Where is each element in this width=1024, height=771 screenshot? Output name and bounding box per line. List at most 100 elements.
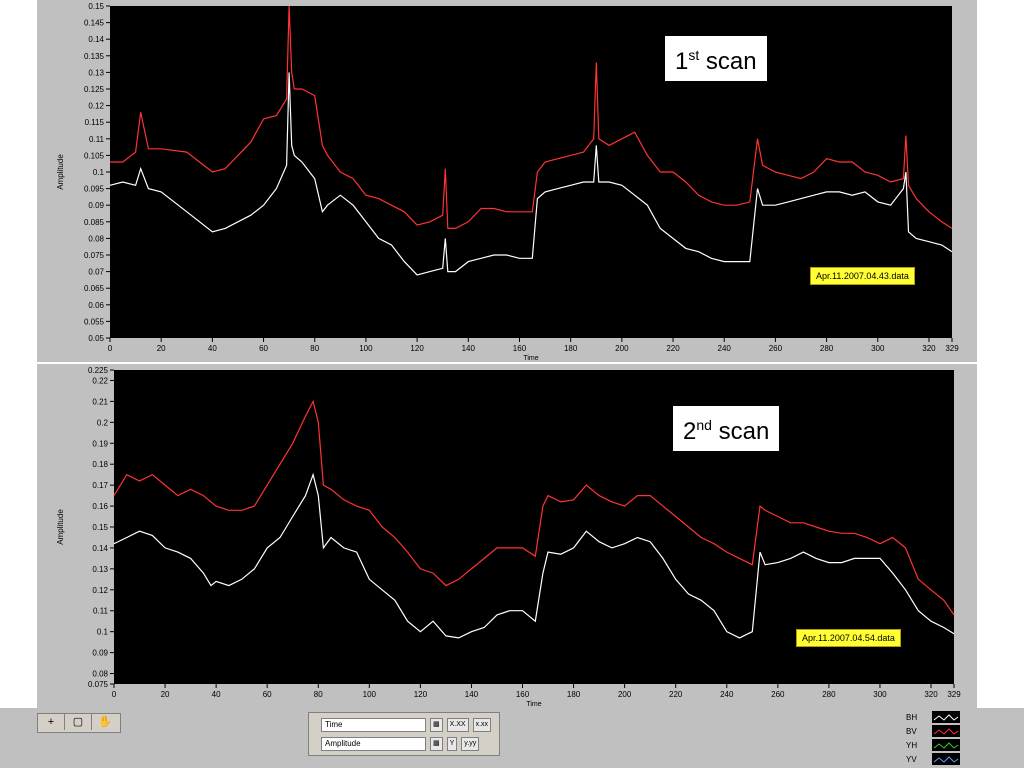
y-tick-label: 0.12 <box>92 586 108 595</box>
y-tick-label: 0.1 <box>97 628 109 637</box>
legend-swatch <box>932 725 960 737</box>
x-tick-label: 320 <box>924 690 938 699</box>
legend-item[interactable]: BH <box>906 710 960 724</box>
y-tick-label: 0.055 <box>84 317 105 326</box>
legend-swatch <box>932 739 960 751</box>
legend-label: YV <box>906 754 917 764</box>
y-lock-icon[interactable]: ▩ <box>430 737 443 751</box>
x-autoscale-button[interactable]: X.XX <box>446 718 469 732</box>
y-tick-label: 0.15 <box>92 523 108 532</box>
y-tick-label: 0.15 <box>88 2 104 11</box>
x-tick-label: 200 <box>618 690 632 699</box>
x-tick-label: 280 <box>820 344 834 353</box>
legend-label: BH <box>906 712 918 722</box>
y-format-button[interactable]: y.yy <box>461 737 480 751</box>
y-tick-label: 0.06 <box>88 301 104 310</box>
y-tick-label: 0.08 <box>88 234 104 243</box>
y-tick-label: 0.08 <box>92 670 108 679</box>
y-tick-label: 0.2 <box>97 418 109 427</box>
x-tick-label: 60 <box>263 690 272 699</box>
x-axis-row: Time ▩ X.XX x.xx <box>321 717 492 733</box>
legend-label: YH <box>906 740 918 750</box>
x-axis-title: Time <box>523 355 538 362</box>
x-tick-label: 240 <box>718 344 732 353</box>
legend-swatch <box>932 753 960 765</box>
x-tick-label: 180 <box>564 344 578 353</box>
y-tick-label: 0.095 <box>84 185 105 194</box>
y-tick-label: 0.075 <box>88 680 109 689</box>
x-lock-icon[interactable]: ▩ <box>430 718 443 732</box>
x-tick-label: 180 <box>567 690 581 699</box>
crosshair-tool-icon[interactable]: + <box>38 714 65 730</box>
scan-1-word: scan <box>699 48 757 75</box>
y-tick-label: 0.22 <box>92 376 108 385</box>
x-tick-label: 329 <box>945 344 959 353</box>
graph-tool-palette: + ▢ ✋ <box>37 713 121 733</box>
y-tick-label: 0.1 <box>93 168 105 177</box>
y-axis-title: Amplitude <box>56 509 65 545</box>
x-tick-label: 260 <box>771 690 785 699</box>
chart-1: 0.05 0.055 0.06 0.065 0.07 0.075 0.08 0.085 0.09… <box>56 2 959 362</box>
legend-item[interactable]: YV <box>906 752 960 766</box>
x-tick-label: 320 <box>922 344 936 353</box>
y-tick-label: 0.07 <box>88 268 104 277</box>
y-tick-label: 0.225 <box>88 366 109 375</box>
y-tick-label: 0.16 <box>92 502 108 511</box>
y-tick-label: 0.145 <box>84 19 105 28</box>
x-tick-label: 120 <box>410 344 424 353</box>
y-tick-label: 0.065 <box>84 284 105 293</box>
scale-legend: Time ▩ X.XX x.xx Amplitude ▩ Y y.yy <box>308 712 500 756</box>
x-format-button[interactable]: x.xx <box>472 718 492 732</box>
x-tick-label: 300 <box>871 344 885 353</box>
chart-panel-2: 0.075 0.08 0.09 0.1 0.11 0.12 0.13 0.14 0.15 0.16… <box>37 364 977 708</box>
series-line-1 <box>109 72 953 276</box>
x-tick-label: 300 <box>873 690 887 699</box>
scan-2-annotation: 2nd scan <box>673 406 780 451</box>
x-tick-label: 80 <box>314 690 323 699</box>
x-tick-label: 100 <box>359 344 373 353</box>
y-tick-label: 0.09 <box>88 201 104 210</box>
x-tick-label: 160 <box>516 690 530 699</box>
y-tick-label: 0.105 <box>84 151 105 160</box>
y-tick-label: 0.19 <box>92 439 108 448</box>
x-tick-label: 280 <box>822 690 836 699</box>
pan-hand-tool-icon[interactable]: ✋ <box>98 716 112 728</box>
y-tick-label: 0.135 <box>84 52 105 61</box>
x-tick-label: 40 <box>208 344 217 353</box>
x-tick-label: 40 <box>212 690 221 699</box>
legend-swatch <box>932 711 960 723</box>
y-tick-label: 0.18 <box>92 460 108 469</box>
x-axis-title: Time <box>526 701 541 708</box>
legend-line-icon <box>933 742 959 749</box>
y-tick-label: 0.13 <box>88 68 104 77</box>
y-tick-label: 0.14 <box>88 35 104 44</box>
scan-2-word: scan <box>711 418 770 445</box>
y-tick-label: 0.075 <box>84 251 105 260</box>
y-autoscale-button[interactable]: Y <box>446 737 458 751</box>
y-tick-label: 0.12 <box>88 102 104 111</box>
x-tick-label: 220 <box>669 690 683 699</box>
scan-2-ordinal: nd <box>696 417 712 433</box>
y-axis-row: Amplitude ▩ Y y.yy <box>321 736 480 752</box>
y-tick-label: 0.13 <box>92 565 108 574</box>
x-axis-name-field[interactable]: Time <box>321 718 426 732</box>
scan-2-number: 2 <box>683 418 697 445</box>
zoom-tool-icon[interactable]: ▢ <box>65 714 92 730</box>
x-tick-label: 100 <box>363 690 377 699</box>
scan-1-number: 1 <box>675 48 689 75</box>
legend-item[interactable]: YH <box>906 738 960 752</box>
x-tick-label: 140 <box>465 690 479 699</box>
y-tick-label: 0.11 <box>93 607 109 616</box>
series-line-0 <box>110 5 953 229</box>
y-axis-title: Amplitude <box>56 154 65 190</box>
x-tick-label: 20 <box>157 344 166 353</box>
legend-line-icon <box>933 728 959 735</box>
y-tick-label: 0.09 <box>92 649 108 658</box>
y-axis-name-field[interactable]: Amplitude <box>321 737 426 751</box>
legend-item[interactable]: BV <box>906 724 960 738</box>
x-tick-label: 80 <box>310 344 319 353</box>
x-tick-label: 20 <box>161 690 170 699</box>
y-tick-label: 0.085 <box>84 218 105 227</box>
x-tick-label: 160 <box>513 344 527 353</box>
legend-line-icon <box>933 714 959 721</box>
